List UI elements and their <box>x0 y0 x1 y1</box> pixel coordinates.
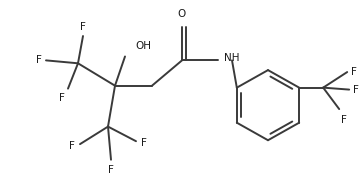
Text: F: F <box>59 93 65 102</box>
Text: F: F <box>353 85 359 95</box>
Text: NH: NH <box>224 54 240 63</box>
Text: F: F <box>351 67 357 77</box>
Text: F: F <box>36 55 42 65</box>
Text: OH: OH <box>135 41 151 51</box>
Text: F: F <box>108 165 114 175</box>
Text: F: F <box>341 115 347 125</box>
Text: F: F <box>69 141 75 151</box>
Text: F: F <box>141 138 147 148</box>
Text: O: O <box>178 10 186 20</box>
Text: F: F <box>80 22 86 32</box>
